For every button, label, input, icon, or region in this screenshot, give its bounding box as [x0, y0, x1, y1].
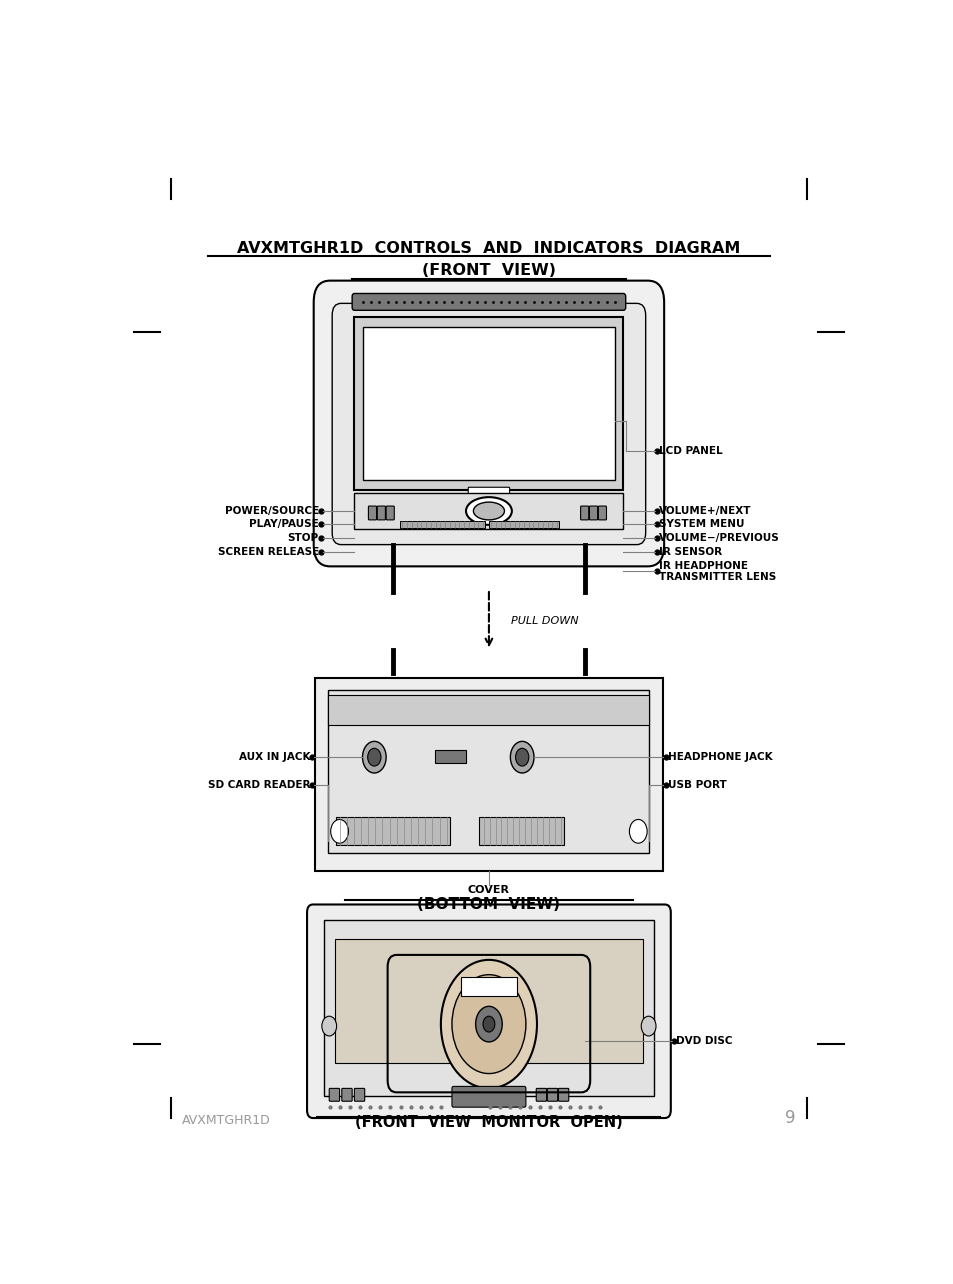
Text: IR SENSOR: IR SENSOR — [659, 547, 721, 556]
FancyBboxPatch shape — [324, 921, 653, 1097]
FancyBboxPatch shape — [341, 1089, 352, 1102]
Text: VOLUME−/PREVIOUS: VOLUME−/PREVIOUS — [659, 533, 779, 543]
Text: 9: 9 — [784, 1109, 795, 1127]
Text: (BOTTOM  VIEW): (BOTTOM VIEW) — [417, 896, 559, 912]
Text: SD CARD READER: SD CARD READER — [208, 779, 310, 790]
FancyBboxPatch shape — [478, 818, 564, 845]
FancyBboxPatch shape — [354, 1089, 364, 1102]
FancyBboxPatch shape — [435, 750, 465, 763]
Circle shape — [331, 819, 348, 844]
Text: USB PORT: USB PORT — [667, 779, 726, 790]
Circle shape — [510, 741, 534, 773]
Text: AUX IN JACK: AUX IN JACK — [238, 752, 310, 763]
FancyBboxPatch shape — [452, 1086, 525, 1107]
FancyBboxPatch shape — [488, 521, 558, 528]
FancyBboxPatch shape — [589, 506, 597, 520]
Text: SCREEN RELEASE: SCREEN RELEASE — [217, 547, 318, 556]
Text: (FRONT  VIEW): (FRONT VIEW) — [421, 263, 556, 279]
FancyBboxPatch shape — [400, 521, 485, 528]
Circle shape — [482, 1016, 495, 1032]
Circle shape — [515, 749, 528, 767]
FancyBboxPatch shape — [335, 939, 642, 1063]
FancyBboxPatch shape — [598, 506, 606, 520]
Text: DVD DISC: DVD DISC — [676, 1036, 732, 1046]
Text: AVXMTGHR1D  CONTROLS  AND  INDICATORS  DIAGRAM: AVXMTGHR1D CONTROLS AND INDICATORS DIAGR… — [237, 240, 740, 256]
FancyBboxPatch shape — [376, 506, 385, 520]
Text: PULL DOWN: PULL DOWN — [511, 616, 578, 625]
Circle shape — [476, 1007, 501, 1041]
FancyBboxPatch shape — [354, 317, 623, 490]
Text: IR HEADPHONE
TRANSMITTER LENS: IR HEADPHONE TRANSMITTER LENS — [659, 561, 776, 582]
Circle shape — [452, 975, 525, 1073]
FancyBboxPatch shape — [363, 327, 614, 480]
Text: STOP: STOP — [288, 533, 318, 543]
Text: (FRONT  VIEW  MONITOR  OPEN): (FRONT VIEW MONITOR OPEN) — [355, 1115, 622, 1130]
FancyBboxPatch shape — [580, 506, 588, 520]
Circle shape — [362, 741, 386, 773]
Circle shape — [440, 960, 537, 1089]
Text: VOLUME+/NEXT: VOLUME+/NEXT — [659, 506, 751, 516]
Ellipse shape — [465, 497, 512, 525]
Text: AVXMTGHR1D: AVXMTGHR1D — [182, 1115, 271, 1127]
FancyBboxPatch shape — [536, 1089, 546, 1102]
Text: POWER/SOURCE: POWER/SOURCE — [224, 506, 318, 516]
Ellipse shape — [473, 502, 504, 520]
FancyBboxPatch shape — [558, 1089, 568, 1102]
FancyBboxPatch shape — [329, 1089, 339, 1102]
Circle shape — [629, 819, 646, 844]
Text: LCD PANEL: LCD PANEL — [659, 446, 721, 456]
Circle shape — [640, 1016, 656, 1036]
FancyBboxPatch shape — [332, 303, 645, 544]
FancyBboxPatch shape — [328, 690, 649, 853]
FancyBboxPatch shape — [335, 818, 450, 845]
FancyBboxPatch shape — [314, 678, 662, 871]
Text: SYSTEM MENU: SYSTEM MENU — [659, 519, 743, 529]
FancyBboxPatch shape — [386, 506, 394, 520]
FancyBboxPatch shape — [368, 506, 376, 520]
Text: PLAY/PAUSE: PLAY/PAUSE — [249, 519, 318, 529]
FancyBboxPatch shape — [307, 904, 670, 1118]
Circle shape — [367, 749, 380, 767]
FancyBboxPatch shape — [354, 493, 623, 529]
Circle shape — [321, 1016, 336, 1036]
Text: COVER: COVER — [467, 885, 510, 895]
FancyBboxPatch shape — [468, 487, 509, 498]
FancyBboxPatch shape — [328, 695, 649, 724]
Text: HEADPHONE JACK: HEADPHONE JACK — [667, 752, 772, 763]
FancyBboxPatch shape — [314, 281, 663, 566]
FancyBboxPatch shape — [352, 294, 625, 311]
FancyBboxPatch shape — [547, 1089, 558, 1102]
FancyBboxPatch shape — [460, 977, 517, 996]
